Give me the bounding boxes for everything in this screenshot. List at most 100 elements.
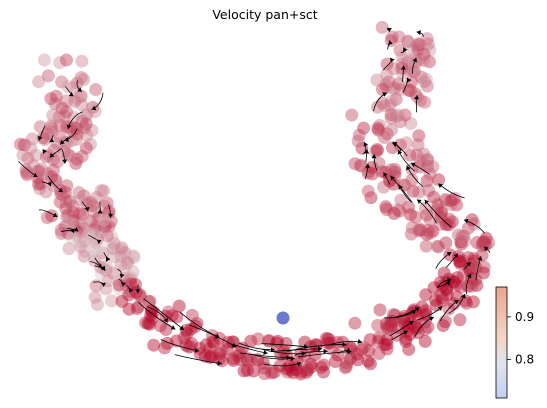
- cell-point: [422, 184, 436, 198]
- cell-point: [301, 363, 315, 377]
- cell-point: [59, 195, 73, 209]
- cell-point: [423, 226, 437, 240]
- streamline-arrow: [406, 165, 411, 171]
- cell-point: [372, 123, 385, 137]
- cell-point: [412, 129, 426, 143]
- cell-point: [114, 258, 128, 272]
- cell-point: [31, 165, 45, 178]
- cell-point: [107, 250, 121, 264]
- streamline-arrow: [424, 199, 430, 205]
- streamline-arrow: [100, 265, 106, 271]
- cell-point: [67, 110, 81, 124]
- cell-point: [350, 347, 364, 361]
- cell-point: [33, 182, 47, 196]
- cell-point: [52, 110, 66, 124]
- cell-point: [450, 290, 464, 304]
- cell-point: [88, 222, 102, 236]
- cell-point: [436, 319, 450, 332]
- streamline-arrow: [33, 172, 38, 178]
- cell-point: [80, 129, 94, 142]
- cell-point: [77, 221, 91, 235]
- cell-point: [91, 212, 105, 226]
- cell-point: [454, 235, 468, 249]
- cell-point: [432, 240, 446, 254]
- cell-point: [370, 73, 384, 87]
- cell-point: [435, 206, 449, 220]
- cell-point: [423, 213, 437, 227]
- cell-point: [158, 341, 172, 355]
- cell-point: [87, 205, 101, 219]
- cell-point: [446, 193, 460, 207]
- cell-point: [379, 166, 392, 179]
- cell-point: [47, 143, 61, 157]
- cell-point: [58, 109, 72, 123]
- streamline-arrow: [410, 162, 416, 168]
- cell-point: [361, 184, 375, 198]
- streamline-arrow: [231, 342, 237, 348]
- cell-point: [115, 244, 129, 258]
- cell-point: [70, 132, 83, 146]
- cell-point: [79, 141, 93, 155]
- cell-point: [361, 354, 375, 368]
- cell-point: [90, 244, 104, 258]
- cell-point: [446, 274, 460, 288]
- cell-point: [387, 82, 401, 96]
- streamline-arrow: [416, 30, 421, 36]
- cell-point: [127, 251, 141, 264]
- cell-point: [467, 254, 481, 268]
- cell-point: [89, 83, 103, 97]
- cell-point: [410, 148, 424, 162]
- cell-point: [106, 266, 120, 280]
- cell-point: [338, 361, 352, 375]
- cell-point: [237, 364, 251, 378]
- cell-point: [465, 279, 479, 293]
- streamline-arrow: [290, 356, 295, 362]
- cell-point: [392, 30, 406, 44]
- cell-point: [74, 71, 88, 84]
- cell-point: [116, 273, 130, 287]
- cell-point: [409, 87, 422, 101]
- cell-point: [57, 189, 71, 203]
- cell-point: [470, 278, 484, 292]
- cell-point: [85, 123, 99, 137]
- cell-point: [448, 191, 462, 205]
- cell-point: [78, 244, 92, 258]
- streamline-arrow: [271, 347, 275, 353]
- cell-point: [380, 127, 394, 141]
- cell-point: [39, 185, 53, 199]
- cell-point: [440, 218, 453, 232]
- cell-point: [418, 315, 432, 329]
- cell-point: [130, 302, 144, 315]
- cell-point: [420, 174, 434, 188]
- cell-point: [165, 309, 179, 323]
- cell-point: [399, 332, 413, 345]
- streamline-arrow: [317, 346, 322, 352]
- colorbar: 0.8 0.9: [495, 286, 534, 399]
- cell-point: [44, 170, 58, 184]
- cell-point: [430, 202, 444, 216]
- cell-point: [129, 285, 143, 299]
- chart-title: Velocity pan+sct: [212, 7, 318, 22]
- streamline-arrow: [263, 350, 268, 355]
- streamline-arrow: [170, 325, 176, 330]
- cell-point: [410, 321, 424, 335]
- cell-point: [402, 53, 416, 67]
- cell-point: [352, 128, 366, 142]
- streamline-arrow: [412, 57, 417, 63]
- cell-point: [61, 148, 75, 161]
- streamline-arrow: [461, 294, 466, 299]
- cell-point: [444, 198, 458, 212]
- cell-point: [417, 47, 431, 61]
- cell-point: [384, 94, 398, 108]
- cell-point: [234, 353, 247, 367]
- cell-point: [384, 163, 398, 177]
- cell-point: [452, 254, 466, 268]
- cell-point: [122, 302, 136, 316]
- cell-point: [251, 353, 265, 367]
- cell-point: [240, 363, 254, 377]
- cell-point: [55, 75, 69, 89]
- cell-point: [388, 162, 402, 176]
- cell-point: [36, 131, 50, 145]
- cell-point: [447, 275, 461, 289]
- cell-point: [107, 236, 121, 250]
